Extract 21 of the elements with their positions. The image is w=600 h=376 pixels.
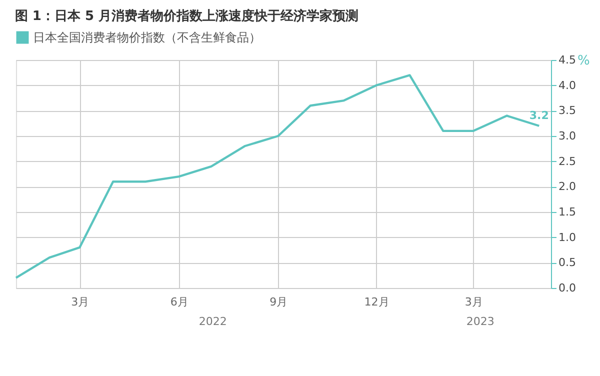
x-tick-label: 9月 <box>270 296 288 308</box>
y-tick-label: 3.0 <box>558 130 576 142</box>
y-tick-label: 0.0 <box>558 282 576 294</box>
y-tick-label: 2.5 <box>558 154 576 168</box>
y-tick-label: 0.5 <box>558 256 576 270</box>
y-tick-label: 1.5 <box>558 206 576 218</box>
x-tick-label: 12月 <box>364 296 390 308</box>
y-tick-label: 2.0 <box>558 180 576 194</box>
y-tick-label: 4.0 <box>558 78 576 92</box>
x-tick-label: 3月 <box>71 296 90 308</box>
legend-label: 日本全国消费者物价指数（不含生鲜食品） <box>33 30 261 44</box>
data-label: 3.2 <box>529 108 549 122</box>
text: 2022 <box>198 315 227 328</box>
text: 2023 <box>466 315 494 328</box>
y-tick-label: 1.0 <box>558 230 576 244</box>
y-tick-label: 3.5 <box>558 104 576 118</box>
y-axis-title: % <box>578 54 590 68</box>
y-tick-label: 4.5 <box>558 54 576 66</box>
chart-title: 图 1：日本 5 月消费者物价指数上涨速度快于经济学家预测 <box>14 8 359 24</box>
x-tick-label: 3月 <box>464 296 483 308</box>
x-tick-label: 6月 <box>170 296 188 308</box>
